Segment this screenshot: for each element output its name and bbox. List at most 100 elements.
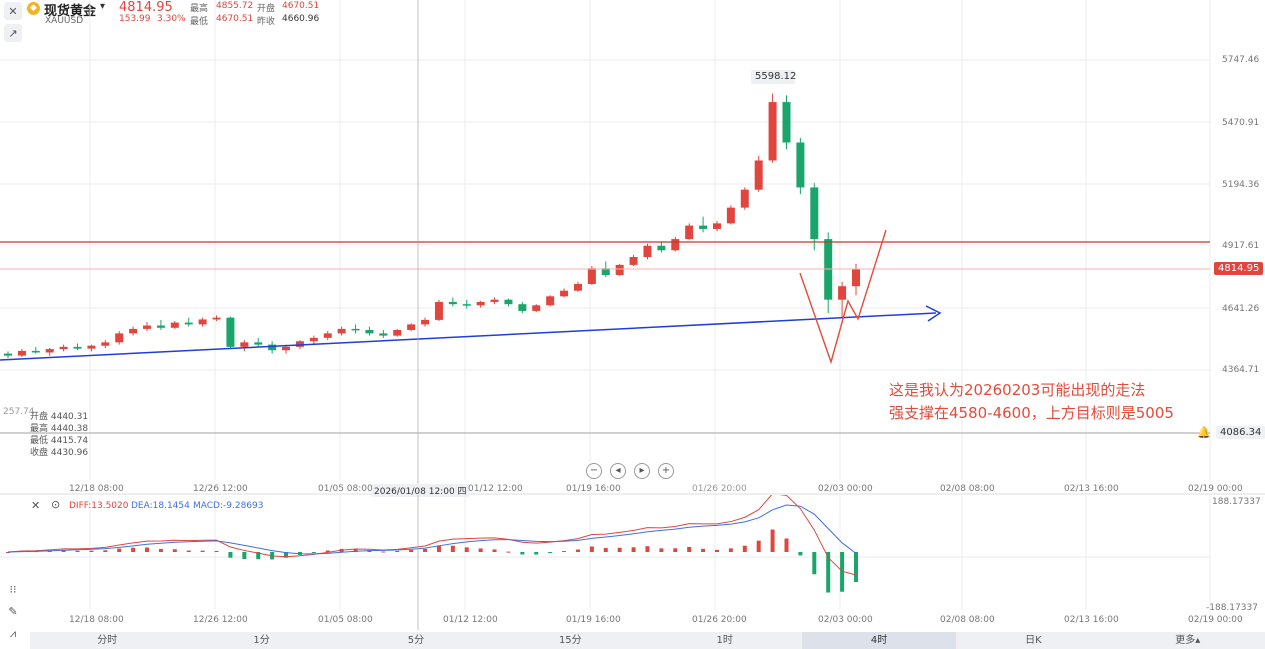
macd-bar [409, 549, 414, 552]
candle-body [198, 319, 207, 325]
macd-bar [854, 552, 858, 583]
ohlc-high: 最高 4440.38 [30, 424, 89, 434]
scroll-left-button[interactable]: ◂ [610, 463, 626, 479]
alert-price-tag[interactable]: 4086.34 [1216, 426, 1265, 439]
macd-bar [158, 548, 163, 552]
candle-body [504, 299, 513, 305]
projected-path [799, 229, 887, 365]
time-axis-tick: 02/03 00:00 [818, 484, 873, 494]
tab-fenshi[interactable]: 分时 [97, 635, 118, 646]
candle-body [740, 189, 749, 208]
time-axis-tick: 01/26 20:00 [692, 484, 747, 494]
time-axis-tick: 12/18 08:00 [69, 484, 124, 494]
macd-time-tick: 12/18 08:00 [69, 615, 124, 625]
macd-dea: DEA:18.1454 [131, 501, 190, 511]
macd-bar [450, 545, 455, 552]
macd-bar [172, 549, 177, 552]
pencil-icon[interactable]: ✎ [8, 604, 18, 618]
macd-bar [520, 552, 525, 555]
tab-1min[interactable]: 1分 [253, 635, 270, 646]
current-price-tag: 4814.95 [1214, 262, 1264, 275]
candle-body [240, 342, 249, 347]
trend-line [0, 312, 937, 361]
zoom-out-button[interactable]: − [586, 463, 602, 479]
macd-bar [200, 550, 205, 552]
tab-more[interactable]: 更多▴ [1175, 635, 1201, 646]
tab-4hour[interactable]: 4时 [801, 632, 957, 649]
candle-body [462, 304, 471, 306]
price-change: 153.99 [119, 14, 151, 24]
trend-arrow-head [925, 305, 942, 322]
time-axis-tick: 12/26 12:00 [193, 484, 248, 494]
price-axis-tick: 4917.61 [1222, 241, 1260, 251]
chart-type-icon[interactable]: ⩘ [9, 627, 17, 640]
candle-body [4, 353, 12, 356]
macd-value: MACD:-9.28693 [193, 501, 264, 511]
symbol-name[interactable]: 现货黄金 [44, 4, 97, 19]
price-axis-tick: 4641.26 [1222, 304, 1260, 314]
macd-bar [381, 551, 386, 553]
candle-body [699, 225, 708, 229]
macd-bar [145, 547, 150, 552]
macd-bar [826, 552, 831, 593]
ohlc-low: 最低 4415.74 [30, 436, 89, 446]
macd-bar [89, 550, 94, 552]
candle-body [73, 346, 82, 349]
macd-dea-line [7, 504, 857, 555]
candle-body [309, 337, 318, 342]
chevron-down-icon[interactable]: ▾ [100, 1, 106, 12]
candle-body [490, 299, 499, 302]
bell-icon[interactable]: 🔔 [1197, 426, 1211, 439]
macd-axis-top: 188.17337 [1212, 497, 1261, 507]
time-axis-tick: 02/08 08:00 [940, 484, 995, 494]
macd-bar [311, 552, 316, 553]
annotation-line-2: 强支撑在4580-4600，上方目标则是5005 [889, 404, 1174, 422]
candle-body [657, 245, 666, 251]
price-axis-tick: 5747.46 [1222, 55, 1260, 65]
close-icon[interactable]: ✕ [4, 2, 22, 20]
candle-body [810, 187, 819, 240]
tab-1hour[interactable]: 1时 [716, 635, 733, 646]
macd-bar [395, 551, 400, 553]
candle-body [379, 333, 388, 336]
macd-time-tick: 01/26 20:00 [692, 615, 747, 625]
macd-bar [534, 552, 539, 555]
candle-body [685, 225, 694, 240]
candle-body [254, 342, 263, 345]
candle-body [268, 344, 277, 351]
candle-body [351, 328, 360, 331]
draw-line-icon[interactable]: ↗ [4, 24, 22, 42]
macd-bar [117, 548, 122, 552]
tab-daily[interactable]: 日K [1025, 635, 1042, 646]
open-value: 4670.51 [282, 1, 320, 11]
candle-body [365, 330, 374, 334]
candle-body [407, 324, 416, 331]
candle-body [143, 325, 152, 329]
zoom-in-button[interactable]: + [658, 463, 674, 479]
annotation-line-1: 这是我认为20260203可能出现的走法 [889, 381, 1146, 399]
candle-body [518, 304, 527, 311]
macd-time-tick: 02/03 00:00 [818, 615, 873, 625]
candle-body [754, 160, 763, 190]
scroll-right-button[interactable]: ▸ [634, 463, 650, 479]
macd-close-icon[interactable]: ✕ [31, 499, 41, 512]
indicator-icon[interactable]: ⁝⁝ [9, 582, 17, 596]
macd-bar [770, 529, 775, 552]
timeframe-bar: 分时 1分 5分 15分 1时 4时 日K 更多▴ [30, 632, 1265, 649]
candle-body [393, 330, 402, 336]
macd-bar [812, 552, 817, 575]
macd-bar [103, 550, 108, 552]
macd-bar [631, 547, 636, 552]
macd-bar [228, 552, 233, 558]
tab-15min[interactable]: 15分 [558, 635, 582, 646]
macd-bar [367, 550, 372, 552]
macd-bar [798, 552, 803, 556]
candle-body [573, 283, 582, 291]
candle-body [295, 341, 304, 347]
candle-body [838, 286, 847, 300]
macd-chart[interactable] [0, 495, 1265, 630]
macd-settings-icon[interactable]: ⊙ [51, 498, 61, 511]
tab-5min[interactable]: 5分 [407, 635, 425, 646]
macd-bar [589, 546, 594, 552]
candlestick-chart[interactable] [0, 0, 1265, 495]
